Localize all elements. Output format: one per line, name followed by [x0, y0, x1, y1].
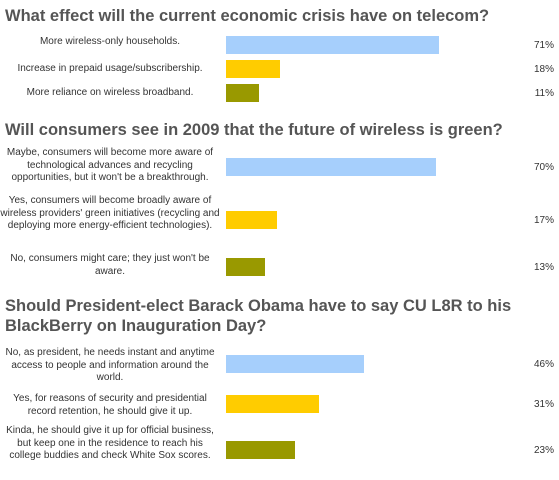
- percent-label: 17%: [533, 215, 554, 226]
- percent-label: 31%: [533, 399, 554, 410]
- result-bar: [226, 395, 319, 413]
- answer-label: More reliance on wireless broadband.: [26, 87, 194, 98]
- answer-label: Yes, consumers will become broadly aware…: [0, 195, 220, 232]
- result-bar: [226, 84, 259, 102]
- percent-label: 46%: [533, 359, 554, 370]
- answer-label: More wireless-only households.: [39, 36, 181, 47]
- question-title: Will consumers see in 2009 that the futu…: [5, 121, 503, 139]
- answer-label: Increase in prepaid usage/subscribership…: [17, 63, 203, 74]
- answer-label: No, as president, he needs instant and a…: [5, 347, 215, 384]
- result-bar: [226, 441, 295, 459]
- answer-label: Maybe, consumers will become more aware …: [6, 147, 214, 184]
- answer-label: No, consumers might care; they just won'…: [10, 253, 210, 277]
- result-bar: [226, 60, 280, 78]
- result-bar: [226, 258, 265, 276]
- question-title: What effect will the current economic cr…: [5, 7, 490, 25]
- percent-label: 11%: [534, 88, 554, 99]
- percent-label: 70%: [533, 162, 554, 173]
- percent-label: 23%: [533, 445, 554, 456]
- question-title: Should President-elect Barack Obama have…: [5, 297, 512, 335]
- percent-label: 13%: [533, 262, 554, 273]
- answer-label: Kinda, he should give it up for official…: [6, 425, 214, 462]
- result-bar: [226, 36, 439, 54]
- result-bar: [226, 211, 277, 229]
- result-bar: [226, 355, 364, 373]
- result-bar: [226, 158, 436, 176]
- percent-label: 18%: [533, 64, 554, 75]
- percent-label: 71%: [533, 40, 554, 51]
- answer-label: Yes, for reasons of security and preside…: [13, 393, 207, 417]
